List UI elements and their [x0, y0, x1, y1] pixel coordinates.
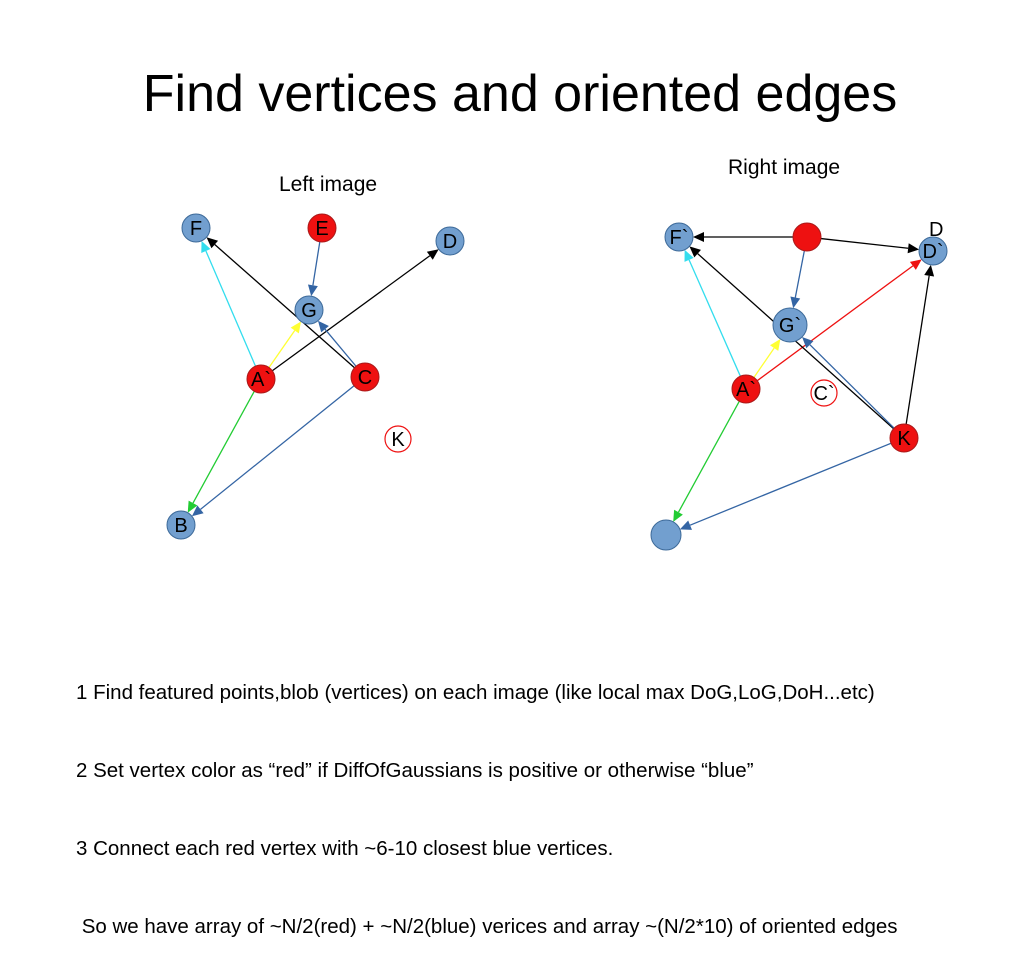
right-arrowhead-A-D [909, 259, 922, 270]
left-vertex-label-C: C [358, 367, 372, 389]
left-arrowhead-C-F [206, 237, 219, 249]
left-vertex-label-F: F [190, 218, 202, 240]
right-edge-A-B [677, 400, 740, 513]
note-line-3: 3 Connect each red vertex with ~6-10 clo… [76, 837, 614, 860]
right-vertex-D [918, 236, 948, 266]
note-line-1: 1 Find featured points,blob (vertices) o… [76, 681, 875, 704]
left-arrowhead-A-D [426, 249, 439, 260]
right-vertex-label-D: D` [922, 241, 943, 263]
right-arrowhead-A-B [673, 509, 683, 522]
right-arrowhead-E-D [907, 243, 920, 254]
right-edge-A-F [688, 259, 741, 377]
left-vertex-label-B: B [174, 515, 187, 537]
right-vertex-label-A: A` [736, 379, 756, 401]
left-vertex-A [246, 364, 276, 394]
note-line-2: 2 Set vertex color as “red” if DiffOfGau… [76, 759, 754, 782]
right-edge-E-G [794, 250, 805, 298]
right-vertex-label-G: G` [779, 315, 801, 337]
left-vertex-B [166, 510, 196, 540]
right-extra-label-d: D [929, 219, 943, 241]
right-arrowhead-A-G [770, 339, 781, 351]
right-vertex-G [772, 307, 808, 343]
right-vertex-C [810, 379, 838, 407]
right-arrowhead-K-B [679, 520, 692, 530]
right-edge-E-D [820, 237, 909, 249]
left-arrowhead-C-B [191, 505, 204, 517]
left-graph: F E D G A` C K B [166, 213, 465, 540]
left-vertex-C [350, 362, 380, 392]
right-edge-A-G [753, 347, 775, 378]
right-edge-K-D [905, 275, 930, 425]
left-vertex-label-G: G [301, 300, 317, 322]
right-edge-A-D [756, 265, 914, 382]
note-line-4: So we have array of ~N/2(red) + ~N/2(blu… [76, 915, 898, 938]
left-vertex-K [384, 425, 412, 453]
right-arrowhead-K-D [924, 264, 935, 277]
right-vertex-label-K: K [897, 428, 911, 450]
right-arrowhead-E-F [693, 232, 704, 242]
right-image-caption: Right image [728, 156, 841, 179]
left-arrowhead-A-B [187, 500, 198, 513]
left-arrowhead-A-G [290, 321, 302, 334]
right-arrowhead-K-F [689, 246, 701, 258]
left-vertex-label-E: E [315, 218, 328, 240]
right-vertex-B [650, 519, 682, 551]
left-edge-A-G [268, 330, 296, 368]
left-edge-A-F [205, 250, 257, 367]
graph-diagram: F E D G A` C K B F` D` G` A` C` K D [166, 213, 948, 551]
right-arrowhead-K-G [802, 336, 814, 349]
left-vertex-E [307, 213, 337, 243]
left-edge-E-G [312, 241, 321, 286]
left-arrowhead-E-G [307, 284, 318, 297]
left-vertex-D [435, 226, 465, 256]
right-vertex-label-C: C` [813, 383, 834, 405]
left-vertex-label-A: A` [251, 369, 271, 391]
right-vertex-E [792, 222, 822, 252]
left-vertex-label-K: K [391, 429, 405, 451]
left-arrowhead-C-G [317, 320, 329, 333]
right-graph: F` D` G` A` C` K [650, 222, 948, 551]
notes: 1 Find featured points,blob (vertices) o… [76, 628, 898, 966]
left-vertex-G [294, 295, 324, 325]
left-edge-A-D [271, 255, 431, 372]
left-edge-C-B [200, 385, 355, 510]
right-edge-K-G [809, 344, 895, 429]
right-vertex-label-F: F` [670, 227, 689, 249]
right-vertex-F [664, 222, 694, 252]
left-vertex-label-D: D [443, 231, 457, 253]
right-edge-K-B [689, 442, 892, 526]
left-edge-C-F [214, 244, 355, 369]
left-edge-C-G [324, 328, 357, 367]
left-edge-A-B [192, 390, 255, 504]
right-arrowhead-E-G [790, 296, 801, 309]
right-vertex-K [889, 423, 919, 453]
left-image-caption: Left image [279, 173, 378, 196]
left-vertex-F [181, 213, 211, 243]
slide-title: Find vertices and oriented edges [142, 65, 898, 123]
right-arrowhead-A-F [684, 249, 694, 262]
right-vertex-A [731, 374, 761, 404]
left-arrowhead-A-F [201, 240, 211, 253]
